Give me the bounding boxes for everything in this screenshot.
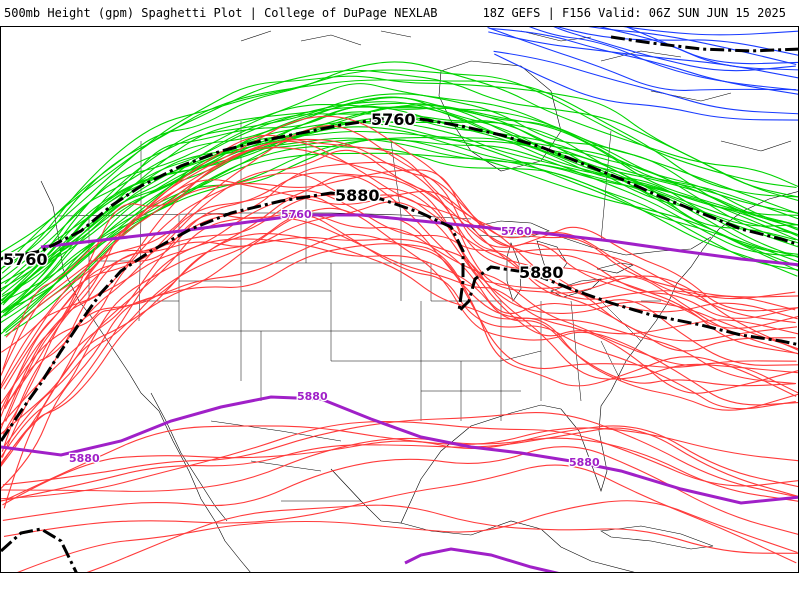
red-member-contour-21 bbox=[1, 236, 798, 459]
mean-5880-label-b: 5880 bbox=[519, 263, 564, 282]
climo-5880-label-b: 5880 bbox=[69, 452, 100, 465]
green-5760-member-contours bbox=[1, 61, 798, 337]
green-member-contour-9 bbox=[1, 102, 798, 297]
climo-5760-label-a: 5760 bbox=[281, 208, 312, 221]
climo-5760-label-b: 5760 bbox=[501, 225, 532, 238]
mean-5880-label-a: 5880 bbox=[335, 186, 380, 205]
green-member-contour-28 bbox=[1, 61, 798, 270]
mean-5760-label-a: 5760 bbox=[371, 110, 416, 129]
green-member-contour-29 bbox=[2, 111, 798, 306]
red-member-contour-2 bbox=[1, 238, 796, 464]
red-member-contour-9 bbox=[2, 215, 796, 449]
blue-member-contour-10 bbox=[599, 27, 798, 71]
lake-huron bbox=[536, 240, 568, 278]
mean-5880-south-line bbox=[1, 527, 78, 572]
green-member-contour-20 bbox=[1, 105, 798, 318]
blue-member-contour-12 bbox=[488, 31, 798, 79]
red-member-contour-8 bbox=[1, 201, 798, 458]
red-member-contour-22 bbox=[1, 138, 796, 353]
map-canvas: 5760 5760 5880 5880 5760 5760 5880 5880 … bbox=[1, 27, 798, 572]
plot-title: 500mb Height (gpm) Spaghetti Plot | Coll… bbox=[4, 6, 438, 20]
green-member-contour-25 bbox=[1, 120, 798, 305]
red-member-contour-3 bbox=[1, 207, 798, 467]
red-south-member-contour-10 bbox=[1, 427, 798, 502]
mean-5940-line bbox=[610, 35, 798, 53]
red-south-member-contour-8 bbox=[2, 446, 798, 535]
climo-5880-line bbox=[1, 395, 798, 505]
blue-member-contour-5 bbox=[487, 27, 796, 91]
blue-member-contour-8 bbox=[556, 27, 798, 56]
green-member-contour-18 bbox=[1, 138, 798, 324]
green-member-contour-21 bbox=[1, 69, 798, 253]
blue-member-contour-11 bbox=[494, 53, 798, 121]
green-member-contour-12 bbox=[1, 79, 798, 270]
climatology-contours bbox=[1, 213, 798, 572]
red-member-contour-14 bbox=[1, 243, 797, 490]
green-member-contour-6 bbox=[1, 83, 798, 281]
run-valid-time: 18Z GEFS | F156 Valid: 06Z SUN JUN 15 20… bbox=[482, 6, 786, 20]
red-south-member-contour-7 bbox=[17, 500, 798, 572]
ensemble-mean-contours bbox=[1, 35, 798, 572]
green-member-contour-16 bbox=[4, 130, 798, 317]
green-member-contour-27 bbox=[4, 121, 798, 301]
red-5880-member-contours bbox=[1, 115, 798, 572]
climo-5880-label-c: 5880 bbox=[569, 456, 600, 469]
red-member-contour-18 bbox=[1, 216, 798, 435]
mexico-south-coastline bbox=[400, 520, 635, 572]
blue-member-contour-6 bbox=[625, 27, 798, 65]
mexico-states bbox=[210, 420, 361, 502]
red-member-contour-19 bbox=[3, 140, 798, 390]
green-member-contour-22 bbox=[1, 69, 797, 274]
red-south-member-contour-2 bbox=[2, 411, 798, 498]
blue-member-contour-7 bbox=[588, 27, 797, 66]
blue-member-contour-2 bbox=[623, 27, 798, 36]
mean-5880-line bbox=[1, 191, 798, 442]
green-member-contour-7 bbox=[1, 96, 798, 292]
geography-layer bbox=[40, 30, 798, 572]
cuba-outline bbox=[600, 525, 714, 550]
state-lines bbox=[88, 213, 661, 421]
blue-5940-member-contours bbox=[487, 27, 798, 121]
blue-member-contour-4 bbox=[553, 27, 796, 72]
mean-5760-line bbox=[1, 117, 798, 261]
red-south-member-contour-4 bbox=[3, 464, 797, 564]
red-member-contour-7 bbox=[5, 169, 796, 422]
mean-5760-label-b: 5760 bbox=[3, 250, 48, 269]
baja-coastline bbox=[150, 392, 228, 522]
red-south-member-contour-9 bbox=[2, 425, 798, 506]
red-member-contour-15 bbox=[3, 233, 798, 509]
us-canada-border bbox=[56, 212, 712, 256]
green-member-contour-14 bbox=[1, 93, 798, 296]
red-south-member-contour-3 bbox=[86, 504, 798, 572]
contour-labels: 5760 5760 5880 5880 5760 5760 5880 5880 … bbox=[2, 109, 602, 471]
province-lines bbox=[140, 121, 612, 242]
red-south-member-contour-6 bbox=[1, 437, 798, 502]
red-member-contour-25 bbox=[2, 187, 798, 435]
climo-5880-south-line bbox=[404, 547, 560, 572]
red-member-contour-4 bbox=[1, 172, 798, 404]
red-member-contour-16 bbox=[4, 190, 796, 410]
blue-member-contour-9 bbox=[493, 50, 798, 115]
climo-5880-label-a: 5880 bbox=[297, 390, 328, 403]
red-member-contour-23 bbox=[1, 195, 797, 452]
green-member-contour-1 bbox=[1, 75, 798, 259]
map-frame: 5760 5760 5880 5880 5760 5760 5880 5880 … bbox=[0, 26, 799, 573]
climo-5760-line bbox=[40, 213, 798, 267]
arctic-islands bbox=[240, 30, 792, 152]
red-member-contour-20 bbox=[1, 212, 797, 426]
green-member-contour-24 bbox=[1, 106, 796, 290]
red-member-contour-12 bbox=[1, 232, 798, 466]
gulf-coastline bbox=[330, 390, 612, 524]
green-member-contour-17 bbox=[4, 101, 798, 285]
